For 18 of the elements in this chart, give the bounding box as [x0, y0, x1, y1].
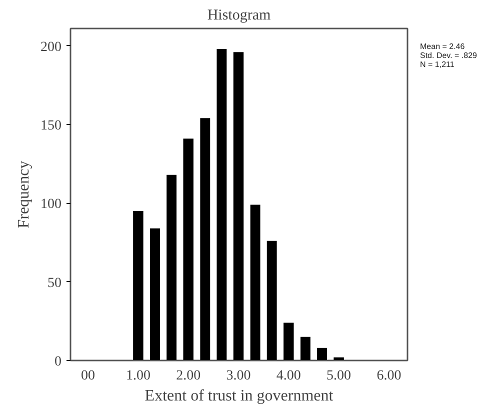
text: N = 1,211: [420, 60, 456, 69]
x-tick-label: 1.00: [126, 368, 150, 384]
x-tick-label: 4.00: [276, 368, 301, 384]
y-tick-label: 200: [40, 40, 62, 55]
x-tick-label: 00: [81, 368, 96, 384]
y-tick-label: 100: [40, 197, 62, 212]
y-axis-title: Frequency: [16, 160, 32, 228]
chart-title: Histogram: [207, 8, 271, 24]
y-tick-label: 50: [48, 276, 62, 291]
x-tick-label: 6.00: [376, 368, 402, 384]
text: Mean = 2.46: [420, 42, 466, 51]
x-tick-label: 2.00: [176, 368, 201, 384]
x-axis-title: Extent of trust in government: [144, 388, 334, 404]
y-tick-label: 150: [40, 118, 62, 134]
y-tick-label: 0: [54, 354, 62, 370]
x-tick-label: 5.00: [326, 368, 352, 384]
text: Std. Dev. = .829: [420, 51, 477, 60]
x-tick-label: 3.00: [226, 368, 251, 384]
